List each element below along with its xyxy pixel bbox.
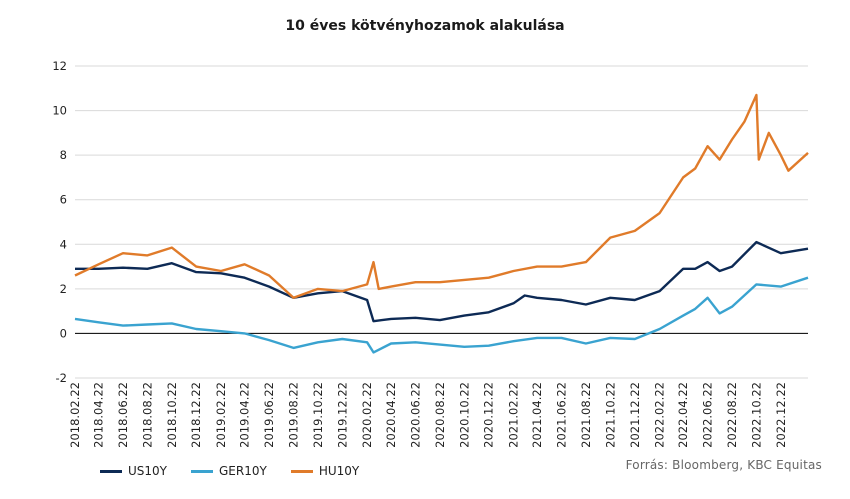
y-tick-label: 2 [60,282,67,296]
legend-item-ger10y: GER10Y [191,464,267,478]
x-tick-label: 2019.06.22 [262,382,276,448]
y-tick-label: -2 [56,371,67,385]
x-tick-label: 2018.12.22 [189,382,203,448]
x-tick-label: 2021.06.22 [555,382,569,448]
series-lines [74,93,809,354]
y-tick-label: 8 [60,148,67,162]
legend-label-us10y: US10Y [128,464,167,478]
x-tick-label: 2020.04.22 [384,382,398,448]
x-tick-label: 2020.08.22 [433,382,447,448]
series-line-hu10y [74,93,809,299]
x-tick-label: 2018.04.22 [92,382,106,448]
x-tick-label: 2021.08.22 [579,382,593,448]
x-tick-label: 2020.06.22 [408,382,422,448]
x-tick-label: 2018.06.22 [116,382,130,448]
x-tick-label: 2018.08.22 [140,382,154,448]
x-tick-label: 2022.12.22 [774,382,788,448]
legend-swatch-us10y [100,469,122,473]
grid-lines [75,65,808,379]
y-tick-label: 4 [60,237,67,251]
x-tick-label: 2020.10.22 [457,382,471,448]
x-tick-label: 2020.12.22 [482,382,496,448]
x-tick-label: 2018.10.22 [165,382,179,448]
legend-swatch-ger10y [191,469,213,473]
legend-item-hu10y: HU10Y [290,464,360,478]
y-tick-label: 6 [60,193,67,207]
legend-label-hu10y: HU10Y [318,464,360,478]
y-tick-label: 10 [52,104,67,118]
x-tick-label: 2022.02.22 [653,382,667,448]
x-axis-tick-labels: 2018.02.22 2018.04.22 2018.06.22 2018.08.22… [68,382,788,448]
y-tick-label: 0 [60,326,67,340]
source-note: Forrás: Bloomberg, KBC Equitas [625,458,822,472]
series-line-ger10y [74,276,809,354]
x-tick-label: 2019.04.22 [238,382,252,448]
x-tick-label: 2019.10.22 [311,382,325,448]
x-tick-label: 2022.08.22 [725,382,739,448]
x-tick-label: 2021.02.22 [507,382,521,448]
x-tick-label: 2020.02.22 [360,382,374,448]
legend: US10Y GER10Y HU10Y [100,464,359,478]
x-tick-label: 2022.04.22 [676,382,690,448]
x-tick-label: 2022.06.22 [701,382,715,448]
x-tick-label: 2019.12.22 [335,382,349,448]
x-tick-label: 2022.10.22 [749,382,763,448]
x-tick-label: 2021.04.22 [530,382,544,448]
x-tick-label: 2019.02.22 [214,382,228,448]
legend-label-ger10y: GER10Y [219,464,267,478]
x-tick-label: 2018.02.22 [68,382,82,448]
chart-title: 10 éves kötvényhozamok alakulása [285,18,565,34]
x-tick-label: 2021.10.22 [603,382,617,448]
series-line-us10y [75,240,809,323]
x-tick-label: 2019.08.22 [286,382,300,448]
legend-item-us10y: US10Y [100,464,167,478]
y-axis-tick-labels: -2 0 2 4 6 8 10 12 [52,59,67,385]
x-tick-label: 2021.12.22 [628,382,642,448]
legend-swatch-hu10y [290,469,313,473]
y-tick-label: 12 [52,59,67,73]
